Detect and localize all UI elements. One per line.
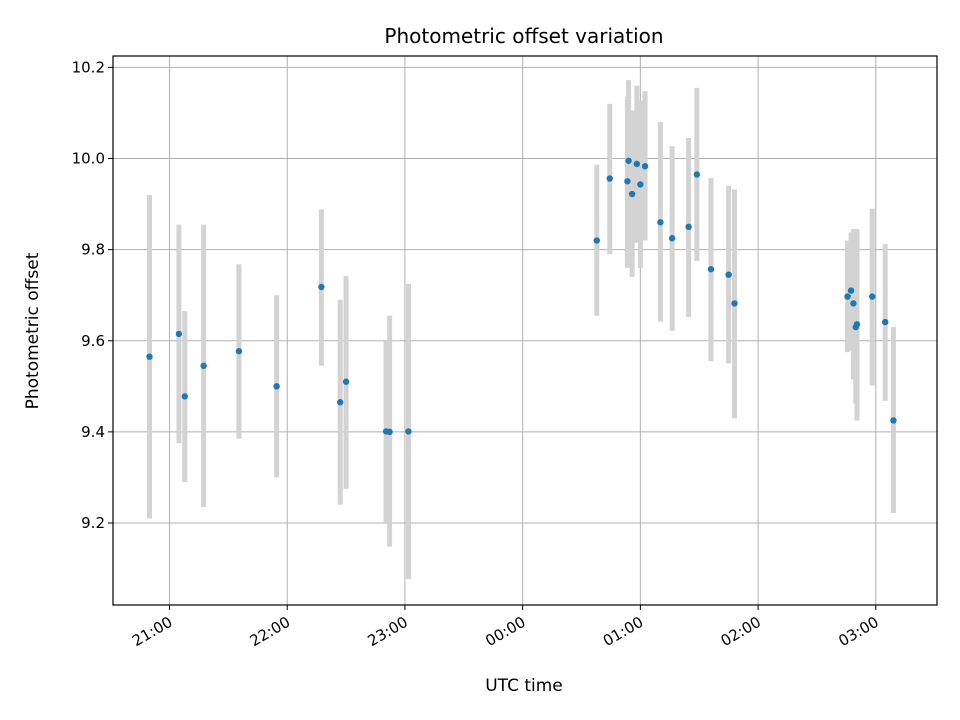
plot-frame	[112, 55, 938, 606]
data-point	[890, 417, 897, 424]
data-point	[146, 353, 153, 360]
y-tick-label: 9.8	[81, 241, 105, 259]
data-point	[850, 300, 857, 307]
data-point	[633, 160, 641, 168]
data-point	[637, 181, 644, 188]
y-tick-label: 10.2	[72, 58, 105, 76]
y-tick-label: 9.6	[81, 332, 105, 350]
data-point	[181, 393, 189, 400]
data-point	[405, 428, 412, 435]
chart-title: Photometric offset variation	[384, 24, 663, 48]
y-tick-label: 10.0	[72, 150, 105, 168]
data-points	[146, 157, 897, 436]
data-point	[731, 300, 738, 307]
grid-lines	[113, 56, 937, 605]
data-point	[628, 190, 636, 198]
data-point	[606, 175, 613, 182]
data-point	[624, 178, 631, 185]
data-point	[386, 428, 393, 436]
data-point	[175, 330, 183, 338]
data-point	[685, 223, 692, 231]
data-point	[235, 348, 243, 355]
data-point	[657, 219, 664, 226]
data-point	[707, 266, 715, 273]
x-axis-label: UTC time	[485, 676, 563, 696]
data-point	[593, 237, 601, 244]
data-point	[693, 171, 701, 178]
data-point	[200, 362, 207, 370]
data-point	[641, 163, 649, 170]
data-point	[853, 321, 861, 328]
data-point	[847, 287, 855, 294]
data-point	[668, 235, 676, 242]
data-point	[869, 293, 876, 300]
data-point	[273, 383, 280, 390]
data-point	[844, 293, 851, 300]
data-point	[342, 378, 350, 385]
y-tick-label: 9.2	[81, 514, 105, 532]
y-axis-label: Photometric offset	[23, 252, 43, 409]
data-point	[882, 318, 889, 326]
data-point	[318, 283, 325, 291]
data-point	[725, 271, 732, 278]
data-point	[625, 157, 632, 164]
data-point	[336, 399, 344, 406]
y-tick-label: 9.4	[81, 423, 105, 441]
